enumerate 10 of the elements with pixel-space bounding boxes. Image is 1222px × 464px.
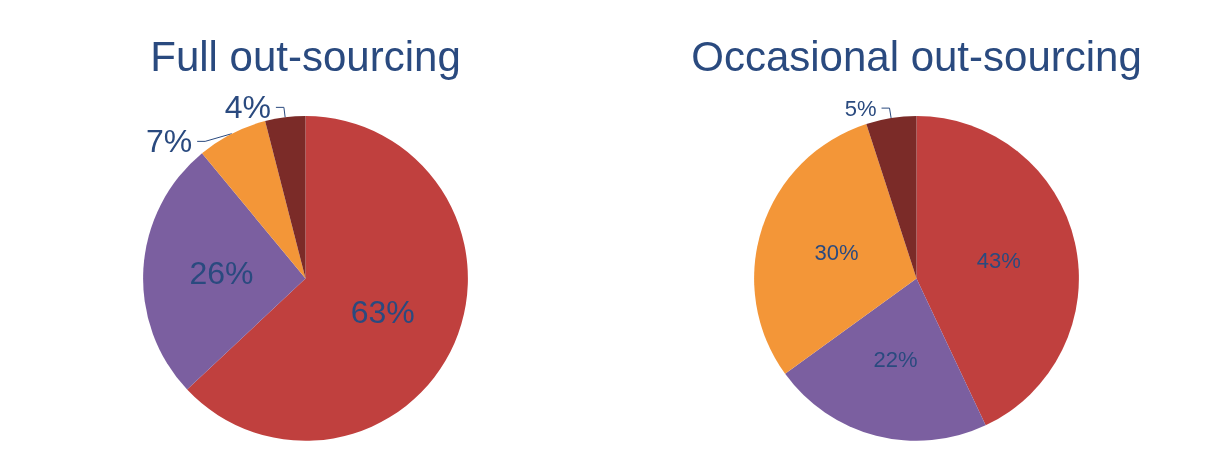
chart-title: Occasional out-sourcing — [691, 32, 1142, 80]
data-label: 43% — [976, 247, 1021, 273]
chart-title: Full out-sourcing — [150, 32, 461, 80]
data-label: 4% — [224, 89, 271, 126]
data-label: 26% — [189, 255, 254, 292]
data-label: 5% — [844, 95, 877, 121]
data-label: 22% — [873, 347, 918, 373]
data-label: 63% — [350, 293, 415, 330]
data-label: 7% — [145, 123, 193, 160]
data-label: 30% — [814, 239, 859, 265]
